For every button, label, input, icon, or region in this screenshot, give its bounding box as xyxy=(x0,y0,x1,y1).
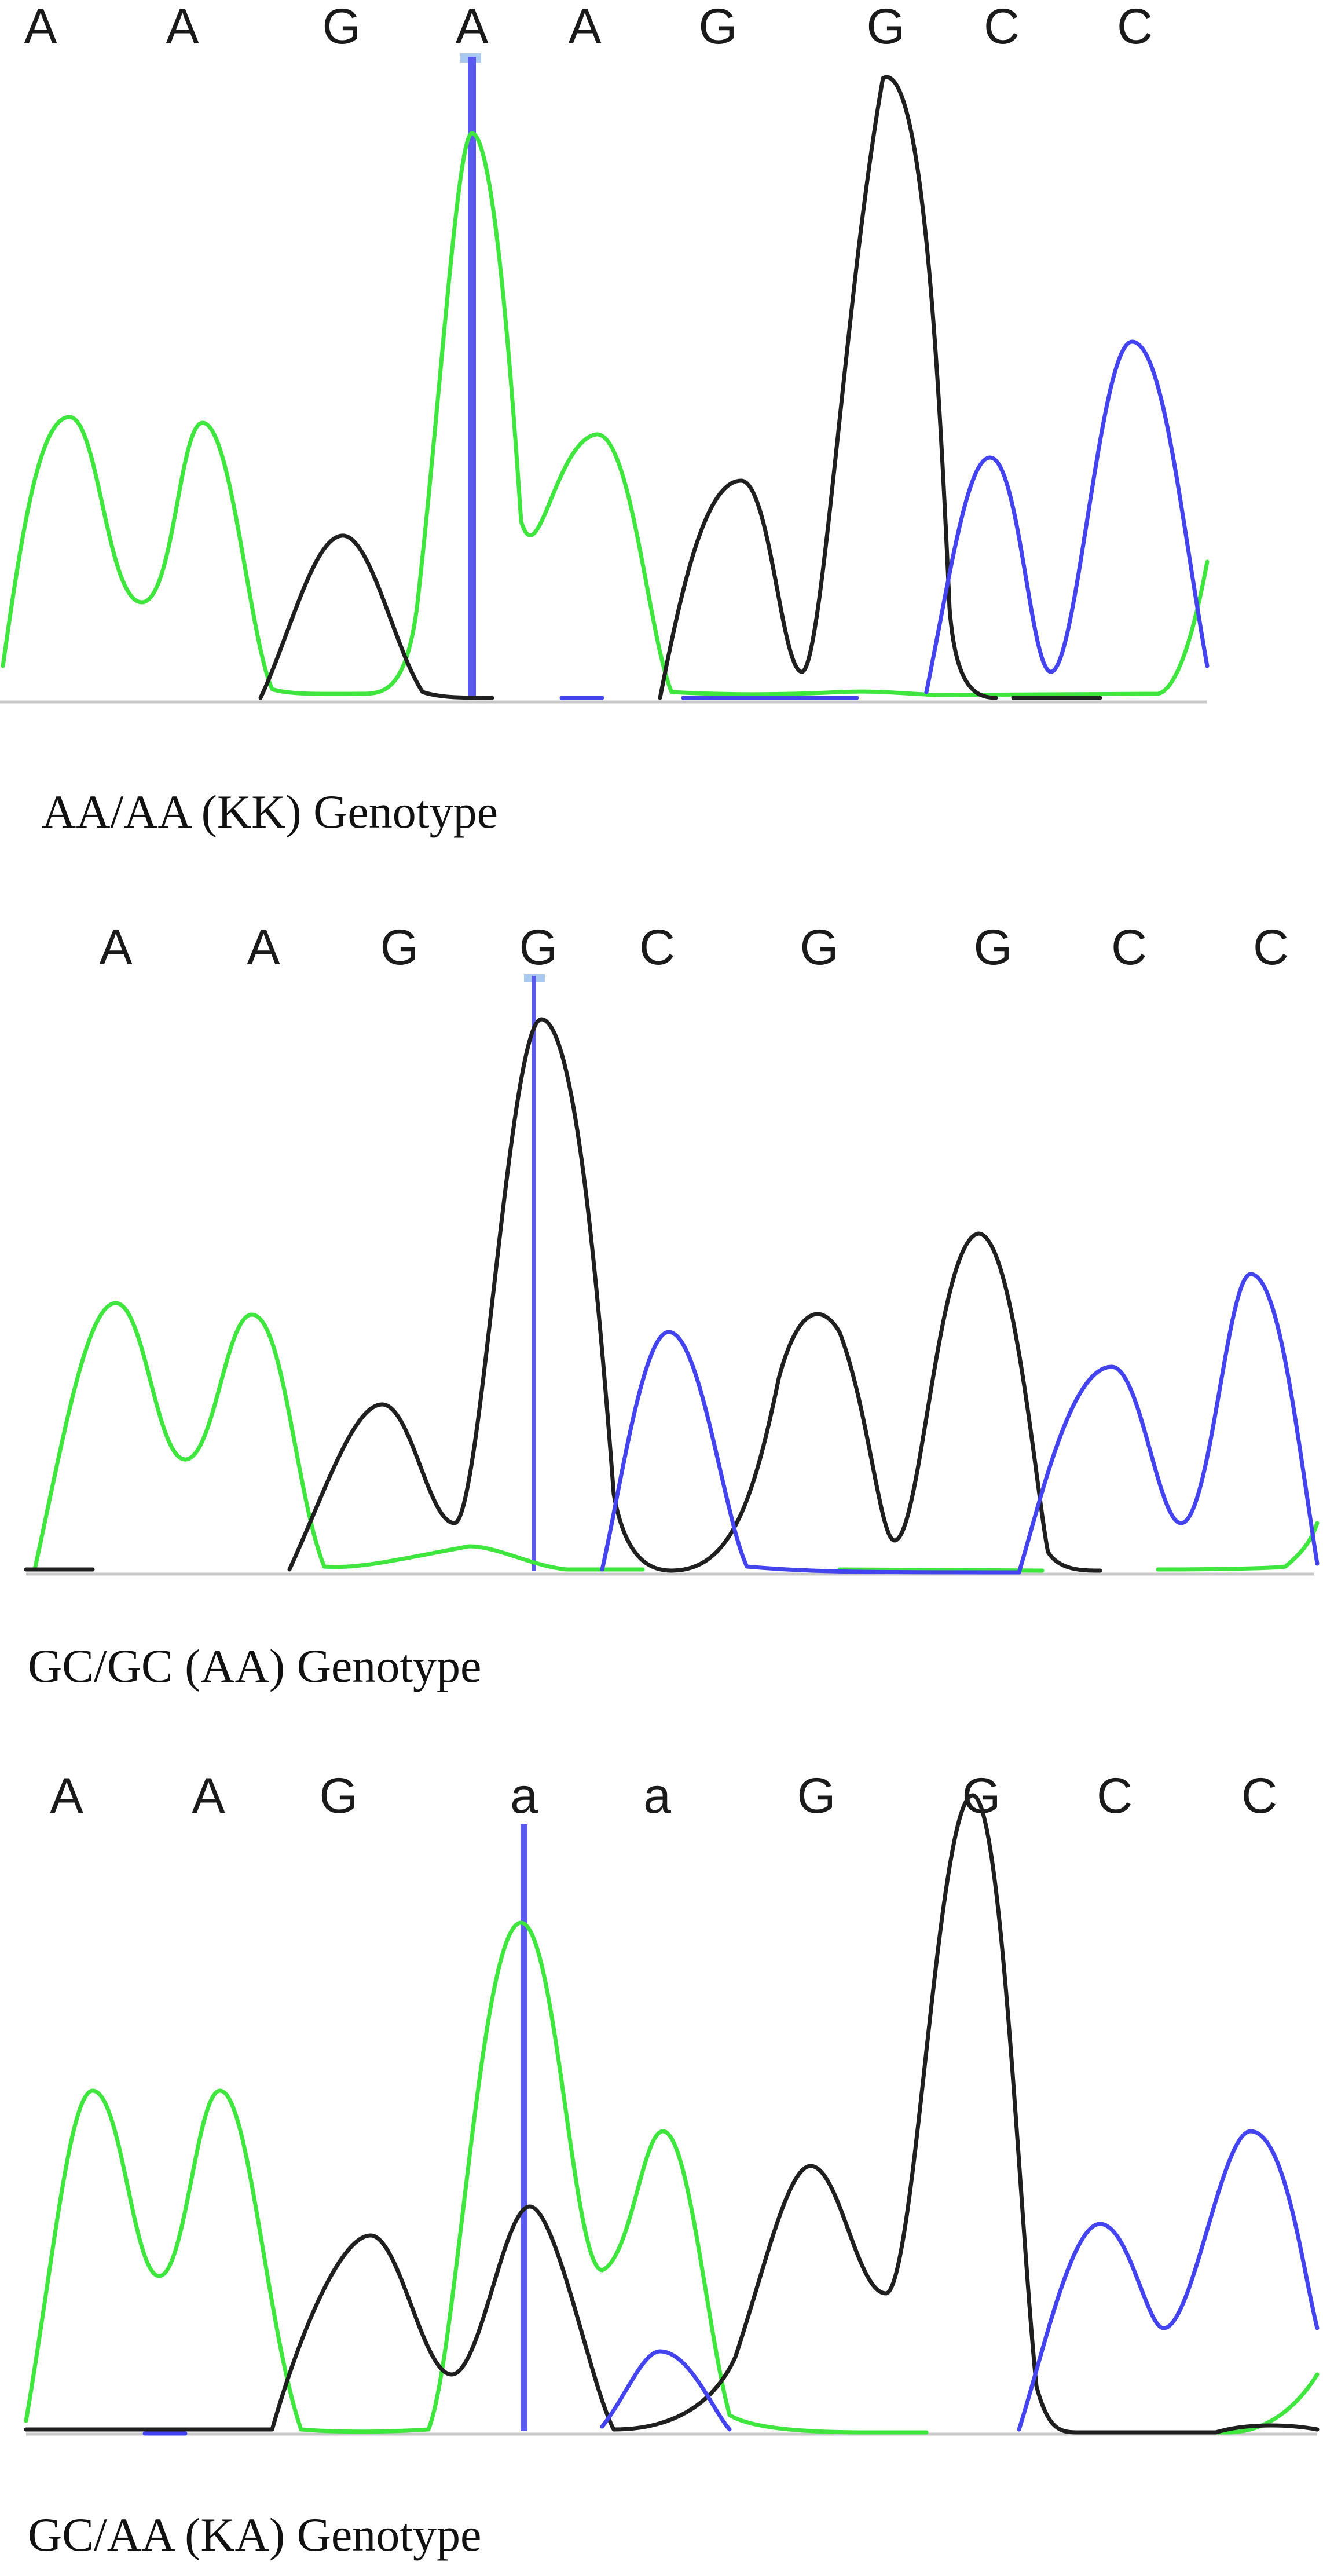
base-call: A xyxy=(455,0,489,54)
chromatogram-1: A A G A A G G C C xyxy=(0,0,1210,704)
base-call: a xyxy=(510,1768,538,1824)
trace-c-blue xyxy=(142,2129,1320,2436)
base-call: G xyxy=(519,920,558,975)
base-call: A xyxy=(166,0,199,54)
base-call: C xyxy=(984,0,1020,54)
base-call: a xyxy=(643,1768,671,1824)
trace-a-green xyxy=(32,1301,1320,1573)
chromatogram-panel-2: A A G G C G G C C GC/GC (AA) Genotype xyxy=(0,915,1323,1692)
trace-g-black xyxy=(258,75,1102,700)
trace-g-black xyxy=(24,1017,1102,1573)
base-call: C xyxy=(1097,1768,1133,1824)
chromatogram-panel-1: A A G A A G G C C AA/AA (KK) Genotype xyxy=(0,0,1323,838)
base-call: C xyxy=(1117,0,1153,54)
base-call: G xyxy=(867,0,906,54)
base-call: G xyxy=(320,1768,358,1824)
base-call: A xyxy=(192,1768,225,1824)
base-call: G xyxy=(797,1768,836,1824)
chromatogram-panel-3: A A G a a G G C C GC/AA (KA) Genotype xyxy=(0,1749,1323,2576)
base-call: C xyxy=(1253,920,1289,975)
base-call: G xyxy=(974,920,1013,975)
trace-c-blue xyxy=(600,1272,1320,1575)
base-call: A xyxy=(99,920,133,975)
chromatogram-2: A A G G C G G C C xyxy=(24,920,1320,1576)
base-call: A xyxy=(50,1768,83,1824)
base-call: C xyxy=(1111,920,1147,975)
base-call: A xyxy=(24,0,57,54)
chromatogram-3: A A G a a G G C C xyxy=(24,1768,1320,2436)
trace-a-green xyxy=(1,131,1210,697)
base-call: G xyxy=(380,920,419,975)
genotype-caption-3: GC/AA (KA) Genotype xyxy=(28,2508,482,2561)
base-call: G xyxy=(699,0,738,54)
genotype-caption-2: GC/GC (AA) Genotype xyxy=(28,1640,482,1692)
base-calls-1: A A G A A G G C C xyxy=(24,0,1153,54)
base-call: A xyxy=(247,920,280,975)
trace-a-green xyxy=(24,1920,1320,2435)
base-call: C xyxy=(1241,1768,1277,1824)
base-call: G xyxy=(800,920,839,975)
base-calls-2: A A G G C G G C C xyxy=(99,920,1289,975)
genotype-caption-1: AA/AA (KK) Genotype xyxy=(42,785,498,838)
trace-g-black xyxy=(24,1793,1320,2435)
base-call: G xyxy=(322,0,361,54)
base-call: C xyxy=(639,920,675,975)
base-call: A xyxy=(568,0,602,54)
base-calls-3: A A G a a G G C C xyxy=(50,1768,1277,1824)
trace-c-blue xyxy=(559,339,1210,700)
